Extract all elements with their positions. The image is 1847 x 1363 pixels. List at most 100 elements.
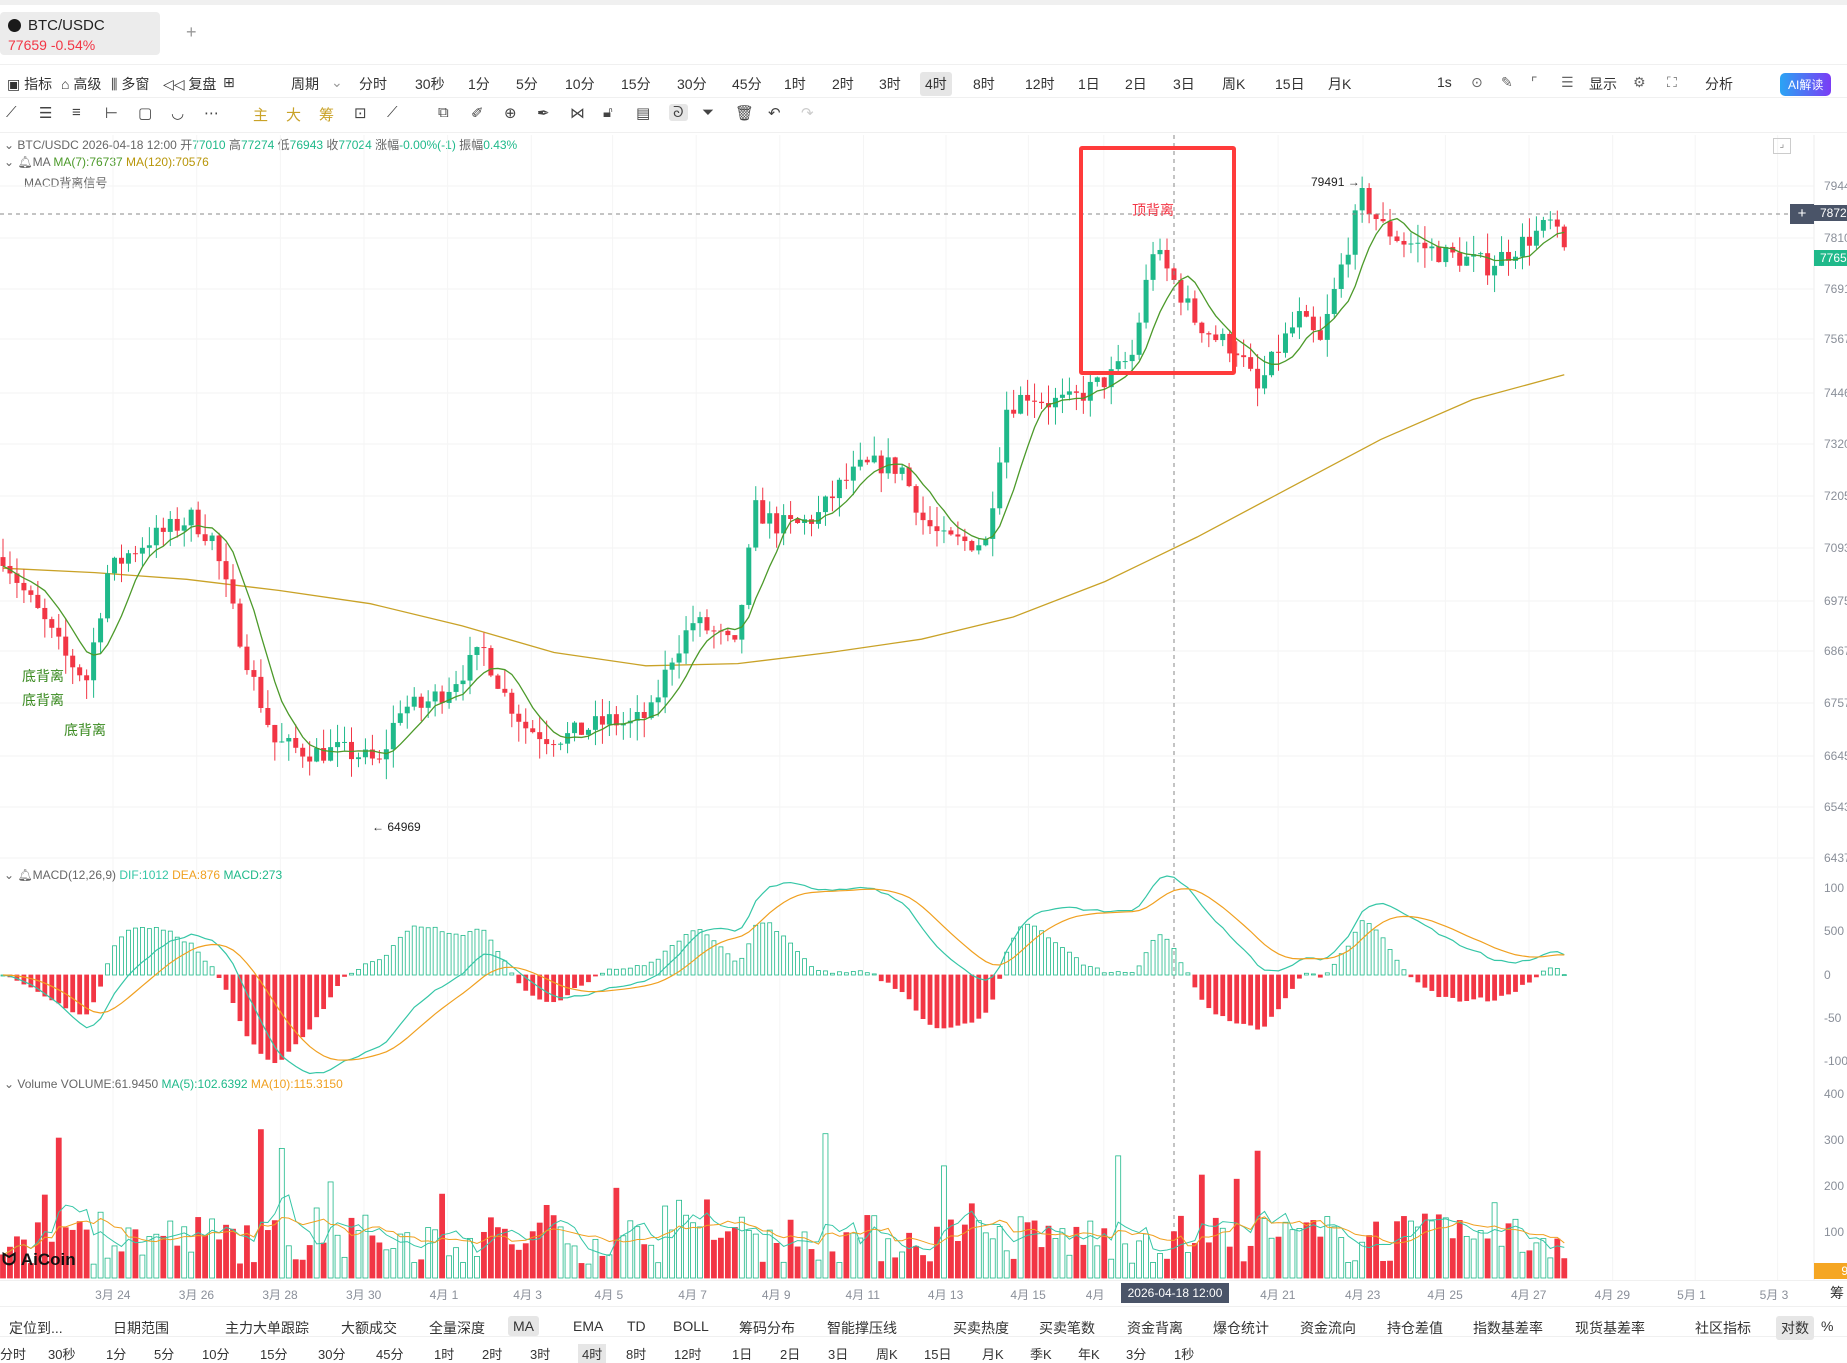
- period-17[interactable]: 周K: [1222, 76, 1246, 92]
- period-3[interactable]: 5分: [516, 76, 538, 92]
- period-row-item[interactable]: 1日: [732, 1347, 753, 1362]
- period-row-item[interactable]: 2时: [482, 1347, 503, 1362]
- rectangle-icon[interactable]: ▢: [138, 105, 153, 122]
- percent-scale-toggle[interactable]: %: [1821, 1318, 1834, 1334]
- filter-icon[interactable]: ⏷: [702, 104, 715, 121]
- collapse-icon[interactable]: ⌄: [4, 868, 15, 882]
- period-10[interactable]: 3时: [879, 76, 901, 92]
- chart-canvas[interactable]: [0, 135, 1847, 1280]
- symbol-tab[interactable]: BTC/USDC 77659 -0.54%: [0, 12, 160, 55]
- indicator-1[interactable]: 大额成交: [341, 1320, 397, 1336]
- period-19[interactable]: 月K: [1328, 76, 1352, 92]
- toolbar-chart-type[interactable]: ⊞: [218, 72, 240, 93]
- period-row-item[interactable]: 15分: [260, 1347, 288, 1362]
- period-11[interactable]: 4时: [920, 72, 952, 96]
- indicator2-5[interactable]: 持仓差值: [1387, 1320, 1443, 1336]
- lock-icon[interactable]: 🔓︎: [603, 104, 613, 121]
- period-row-item[interactable]: 1秒: [1174, 1347, 1195, 1362]
- main-icon[interactable]: 主: [253, 107, 269, 124]
- indicator2-6[interactable]: 指数基差率: [1473, 1320, 1543, 1336]
- big-icon[interactable]: 大: [286, 107, 302, 124]
- mirror-icon[interactable]: ⋈: [570, 105, 585, 122]
- period-row-item[interactable]: 1时: [434, 1347, 455, 1362]
- ruler-icon[interactable]: ✐: [471, 105, 484, 122]
- period-0[interactable]: 分时: [359, 76, 387, 92]
- add-alert-plus-button[interactable]: +: [1790, 204, 1814, 224]
- period-13[interactable]: 12时: [1025, 76, 1055, 92]
- indicator2-0[interactable]: 买卖热度: [953, 1320, 1009, 1336]
- indicator2-3[interactable]: 爆仓统计: [1213, 1320, 1269, 1336]
- period-14[interactable]: 1日: [1078, 76, 1100, 92]
- expand-icon[interactable]: ⌟: [1773, 138, 1791, 154]
- period-18[interactable]: 15日: [1275, 76, 1305, 92]
- period-row-item[interactable]: 月K: [982, 1347, 1004, 1362]
- interval-button[interactable]: 1s: [1437, 74, 1452, 90]
- collapse-icon[interactable]: ⌄: [4, 1077, 15, 1091]
- collapse-icon[interactable]: ⌄: [4, 138, 15, 152]
- chip-icon[interactable]: 筹: [319, 107, 335, 124]
- period-9[interactable]: 2时: [832, 76, 854, 92]
- curve-icon[interactable]: ◡: [171, 105, 185, 122]
- note-icon[interactable]: ▤: [636, 105, 651, 122]
- parallel-line-icon[interactable]: ☰: [39, 105, 53, 122]
- more-icon[interactable]: ⋯: [204, 105, 219, 122]
- period-4[interactable]: 10分: [565, 76, 595, 92]
- period-row-item[interactable]: 分时: [0, 1347, 27, 1362]
- period-row-item[interactable]: 1分: [106, 1347, 127, 1362]
- indicator2-2[interactable]: 资金背离: [1127, 1320, 1183, 1336]
- new-window-icon[interactable]: ⌜: [1531, 74, 1538, 90]
- zoom-in-icon[interactable]: ⊕: [504, 105, 517, 122]
- collapse-icon[interactable]: ⌄: [4, 155, 15, 169]
- period-row-item[interactable]: 30分: [318, 1347, 346, 1362]
- pen-icon[interactable]: ✎: [1501, 74, 1513, 90]
- indicator-7[interactable]: 筹码分布: [739, 1320, 795, 1336]
- indicator-2[interactable]: 全量深度: [429, 1320, 485, 1336]
- chip-distribution-toggle[interactable]: 筹: [1830, 1285, 1844, 1301]
- indicator-8[interactable]: 智能撑压线: [827, 1320, 897, 1336]
- period-15[interactable]: 2日: [1125, 76, 1147, 92]
- period-row-item[interactable]: 3分: [1126, 1347, 1147, 1362]
- period-row-item[interactable]: 周K: [876, 1347, 898, 1362]
- date-range-dropdown[interactable]: 日期范围: [113, 1320, 169, 1336]
- trend-line-icon[interactable]: ⟋: [6, 104, 17, 121]
- list-icon[interactable]: ☰: [1561, 74, 1574, 90]
- period-row-item[interactable]: 10分: [202, 1347, 230, 1362]
- indicator-6[interactable]: BOLL: [673, 1318, 709, 1334]
- period-dropdown[interactable]: 周期: [291, 76, 319, 92]
- period-row-item[interactable]: 季K: [1030, 1347, 1052, 1362]
- period-row-item[interactable]: 2日: [780, 1347, 801, 1362]
- period-row-item[interactable]: 15日: [924, 1347, 952, 1362]
- period-16[interactable]: 3日: [1173, 76, 1195, 92]
- toolbar-advanced[interactable]: ⌂ 高级: [56, 72, 106, 96]
- indicator-4[interactable]: EMA: [573, 1318, 604, 1334]
- period-row-item[interactable]: 5分: [154, 1347, 175, 1362]
- period-5[interactable]: 15分: [621, 76, 651, 92]
- period-row-item[interactable]: 3日: [828, 1347, 849, 1362]
- horizontal-ray-icon[interactable]: ⊢: [105, 105, 119, 122]
- indicator2-7[interactable]: 现货基差率: [1575, 1320, 1645, 1336]
- toolbar-replay[interactable]: ◁◁ 复盘: [158, 72, 221, 96]
- display-button[interactable]: 显示: [1589, 76, 1617, 92]
- period-row-item[interactable]: 12时: [674, 1347, 702, 1362]
- indicator-3[interactable]: MA: [508, 1316, 539, 1336]
- period-row-item[interactable]: 4时: [578, 1344, 607, 1363]
- undo-icon[interactable]: ↶: [768, 105, 781, 122]
- brush-icon[interactable]: ✒: [537, 105, 550, 122]
- indicator2-1[interactable]: 买卖笔数: [1039, 1320, 1095, 1336]
- indicator2-8[interactable]: 社区指标: [1695, 1320, 1751, 1336]
- period-row-item[interactable]: 30秒: [48, 1347, 76, 1362]
- bookmark-icon[interactable]: ⧉: [438, 104, 449, 121]
- measure-icon[interactable]: ⟋: [387, 104, 398, 121]
- ai-interpret-button[interactable]: AI解读: [1780, 73, 1832, 96]
- period-6[interactable]: 30分: [677, 76, 707, 92]
- indicator-5[interactable]: TD: [627, 1318, 646, 1334]
- period-row-item[interactable]: 45分: [376, 1347, 404, 1362]
- screenshot-edit-icon[interactable]: ⊡: [354, 105, 367, 122]
- redo-icon[interactable]: ↷: [801, 105, 814, 122]
- add-tab-button[interactable]: +: [186, 22, 197, 42]
- analysis-dropdown[interactable]: 分析: [1705, 76, 1733, 92]
- period-row-item[interactable]: 8时: [626, 1347, 647, 1362]
- log-scale-toggle[interactable]: 对数: [1776, 1316, 1814, 1340]
- alert-bell-icon[interactable]: 🔔︎: [17, 155, 33, 169]
- period-row-item[interactable]: 年K: [1078, 1347, 1100, 1362]
